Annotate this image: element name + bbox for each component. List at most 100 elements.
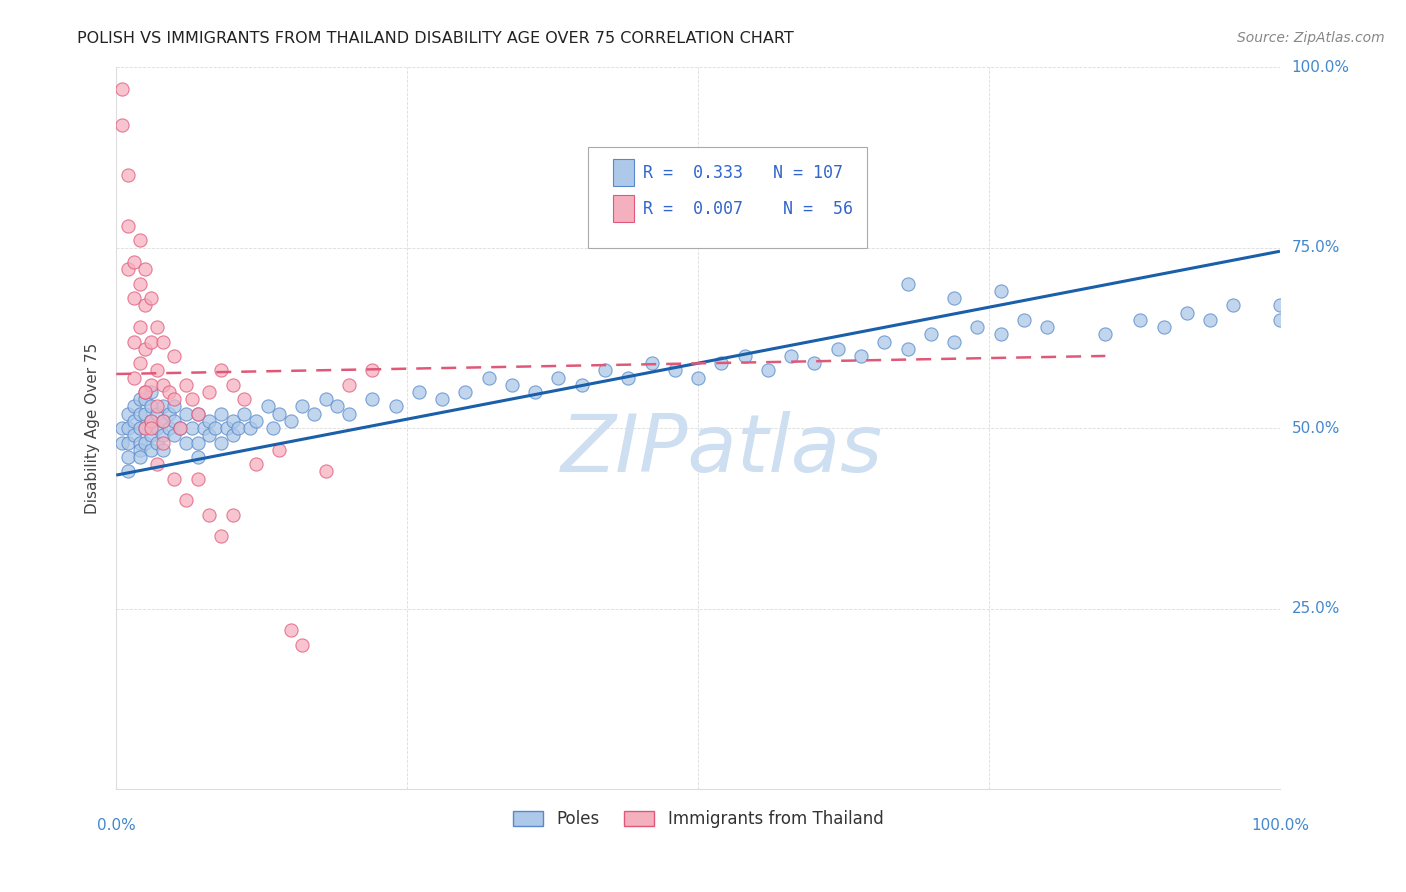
Point bbox=[221, 508, 243, 522]
Point bbox=[280, 414, 302, 428]
Point bbox=[111, 435, 134, 450]
Point bbox=[571, 377, 593, 392]
Point bbox=[122, 370, 145, 384]
Point bbox=[198, 385, 221, 400]
Point bbox=[209, 363, 232, 377]
Text: 50.0%: 50.0% bbox=[1292, 421, 1340, 435]
Point bbox=[146, 457, 169, 471]
Point bbox=[245, 457, 267, 471]
Point bbox=[128, 421, 150, 435]
Point bbox=[780, 349, 803, 363]
Text: R =  0.007    N =  56: R = 0.007 N = 56 bbox=[644, 200, 853, 218]
Text: R =  0.333   N = 107: R = 0.333 N = 107 bbox=[644, 163, 844, 182]
Point bbox=[152, 377, 174, 392]
Point bbox=[256, 400, 278, 414]
Point bbox=[734, 349, 756, 363]
Text: ZIPatlas: ZIPatlas bbox=[561, 411, 883, 489]
Point bbox=[1199, 313, 1222, 327]
Point bbox=[152, 414, 174, 428]
Point bbox=[280, 624, 302, 638]
Point bbox=[943, 334, 966, 349]
Point bbox=[128, 277, 150, 291]
Point bbox=[134, 262, 156, 277]
Point bbox=[122, 428, 145, 442]
Point bbox=[141, 414, 163, 428]
Point bbox=[152, 435, 174, 450]
Y-axis label: Disability Age Over 75: Disability Age Over 75 bbox=[86, 343, 100, 514]
Point bbox=[141, 385, 163, 400]
Point bbox=[152, 334, 174, 349]
Point bbox=[146, 407, 169, 421]
Bar bbox=[613, 159, 634, 186]
Point bbox=[943, 291, 966, 305]
Point bbox=[688, 370, 710, 384]
Text: Source: ZipAtlas.com: Source: ZipAtlas.com bbox=[1237, 31, 1385, 45]
Point bbox=[269, 407, 291, 421]
Point bbox=[146, 400, 169, 414]
Point bbox=[174, 493, 197, 508]
Text: 75.0%: 75.0% bbox=[1292, 240, 1340, 255]
Text: 100.0%: 100.0% bbox=[1292, 60, 1350, 75]
Point bbox=[315, 465, 337, 479]
Point bbox=[233, 407, 256, 421]
Point bbox=[117, 435, 139, 450]
Point bbox=[187, 407, 209, 421]
Point bbox=[134, 421, 156, 435]
Point bbox=[174, 435, 197, 450]
Point bbox=[117, 465, 139, 479]
Point bbox=[501, 377, 523, 392]
Point bbox=[221, 414, 243, 428]
Point bbox=[122, 291, 145, 305]
Point bbox=[141, 377, 163, 392]
Point bbox=[617, 370, 640, 384]
Point bbox=[228, 421, 250, 435]
Point bbox=[640, 356, 662, 370]
Point bbox=[337, 377, 360, 392]
Point bbox=[1036, 320, 1059, 334]
Point bbox=[163, 472, 186, 486]
Point bbox=[128, 435, 150, 450]
Point bbox=[111, 118, 134, 132]
Point bbox=[157, 421, 180, 435]
Point bbox=[117, 421, 139, 435]
Point bbox=[134, 298, 156, 312]
Point bbox=[117, 219, 139, 233]
Point bbox=[146, 363, 169, 377]
Point bbox=[117, 407, 139, 421]
Point bbox=[209, 435, 232, 450]
Point bbox=[134, 385, 156, 400]
Point bbox=[141, 421, 163, 435]
Point bbox=[198, 414, 221, 428]
Point bbox=[163, 400, 186, 414]
Point bbox=[128, 392, 150, 407]
Point bbox=[204, 421, 226, 435]
Point bbox=[146, 421, 169, 435]
Point bbox=[128, 234, 150, 248]
Point bbox=[146, 435, 169, 450]
Point bbox=[128, 450, 150, 464]
Point bbox=[187, 407, 209, 421]
Point bbox=[710, 356, 733, 370]
Point bbox=[1012, 313, 1035, 327]
Point bbox=[187, 472, 209, 486]
Point bbox=[152, 414, 174, 428]
Point bbox=[430, 392, 453, 407]
Point bbox=[141, 442, 163, 457]
Point bbox=[896, 342, 918, 356]
Point bbox=[134, 385, 156, 400]
Point bbox=[291, 638, 314, 652]
Point bbox=[849, 349, 872, 363]
Point bbox=[233, 392, 256, 407]
Point bbox=[1222, 298, 1244, 312]
Point bbox=[221, 377, 243, 392]
Point bbox=[547, 370, 569, 384]
Point bbox=[221, 428, 243, 442]
Point bbox=[134, 342, 156, 356]
Point bbox=[169, 421, 191, 435]
Point bbox=[134, 392, 156, 407]
Point bbox=[1175, 305, 1198, 319]
Point bbox=[361, 392, 384, 407]
Point bbox=[384, 400, 406, 414]
Point bbox=[187, 435, 209, 450]
Point bbox=[141, 291, 163, 305]
